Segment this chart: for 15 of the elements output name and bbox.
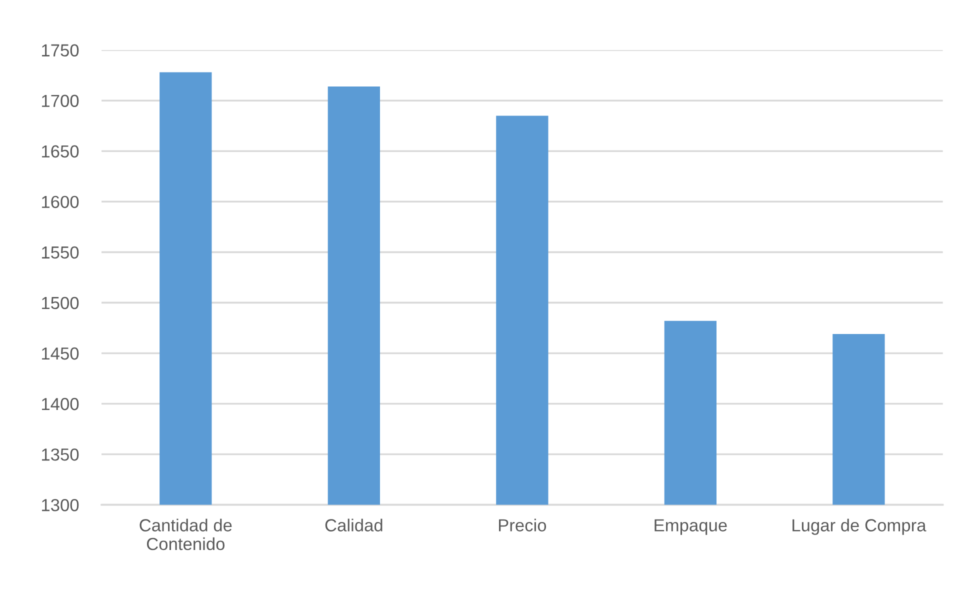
y-tick-label: 1550 [42,246,79,259]
x-tick-label: Empaque [654,519,727,535]
y-tick-label: 1350 [42,448,79,461]
x-tick-label: Lugar de Compra [792,518,926,535]
y-tick-label: 1500 [42,296,79,310]
x-tick-label: Cantidad de Contenido [140,518,232,550]
y-tick-label: 1650 [42,145,79,158]
y-tick-label: 1750 [42,44,79,57]
y-tick-label: 1600 [42,196,79,208]
y-tick-label: 1400 [42,398,79,410]
x-tick-label: Calidad [325,518,382,532]
y-tick-label: 1700 [42,94,79,108]
x-tick-label: Precio [499,518,546,532]
y-tick-label: 1450 [42,347,79,360]
y-tick-label: 1300 [42,498,79,512]
